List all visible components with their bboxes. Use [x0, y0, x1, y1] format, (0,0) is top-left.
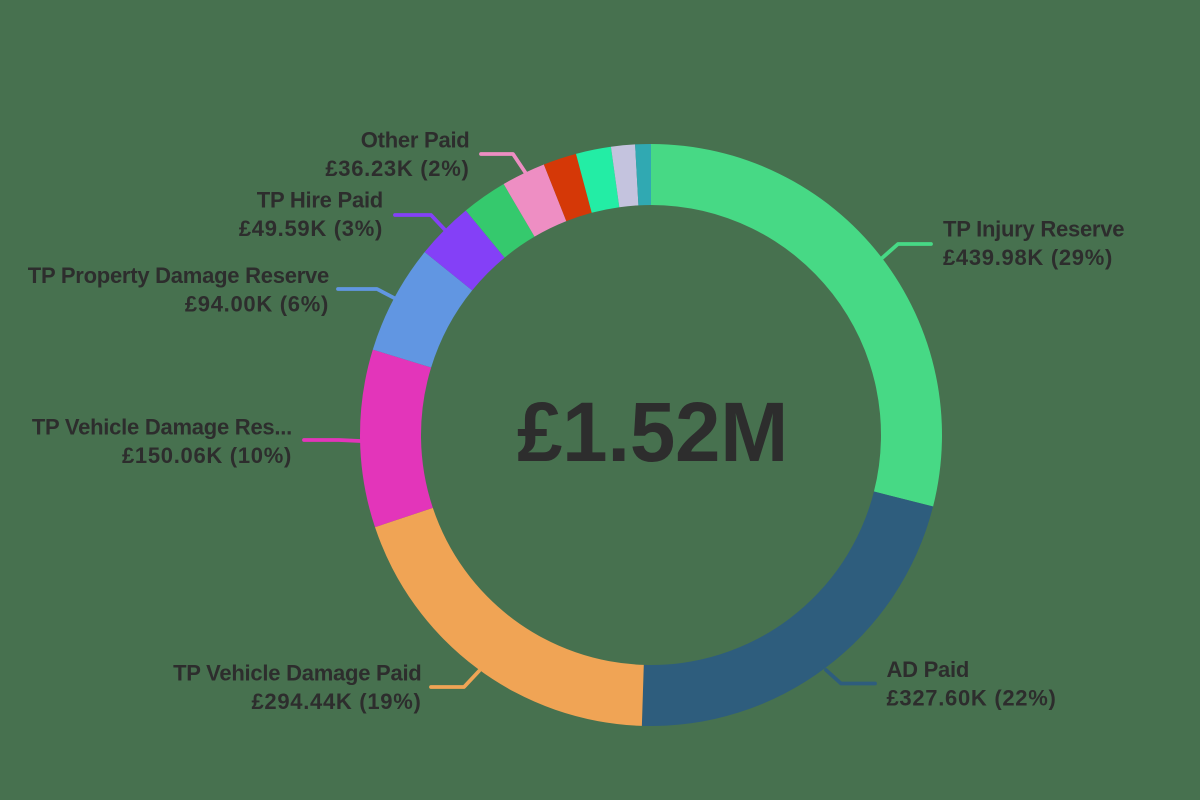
- svg-text:TP Hire Paid: TP Hire Paid: [257, 187, 383, 212]
- svg-text:£1.52M: £1.52M: [517, 385, 788, 479]
- svg-text:£150.06K (10%): £150.06K (10%): [122, 443, 292, 468]
- svg-text:£439.98K (29%): £439.98K (29%): [943, 245, 1113, 270]
- svg-text:Other Paid: Other Paid: [361, 127, 470, 152]
- svg-text:AD Paid: AD Paid: [887, 657, 970, 682]
- svg-text:TP Property Damage Reserve: TP Property Damage Reserve: [28, 263, 329, 288]
- svg-text:£49.59K (3%): £49.59K (3%): [239, 216, 383, 241]
- svg-text:£327.60K (22%): £327.60K (22%): [887, 685, 1057, 710]
- svg-text:TP Vehicle Damage Paid: TP Vehicle Damage Paid: [173, 660, 421, 685]
- svg-text:£36.23K (2%): £36.23K (2%): [325, 156, 469, 181]
- svg-text:£94.00K (6%): £94.00K (6%): [185, 291, 329, 316]
- svg-text:TP Vehicle Damage Res...: TP Vehicle Damage Res...: [32, 415, 292, 440]
- svg-text:TP Injury Reserve: TP Injury Reserve: [943, 216, 1124, 241]
- svg-text:£294.44K (19%): £294.44K (19%): [251, 689, 421, 714]
